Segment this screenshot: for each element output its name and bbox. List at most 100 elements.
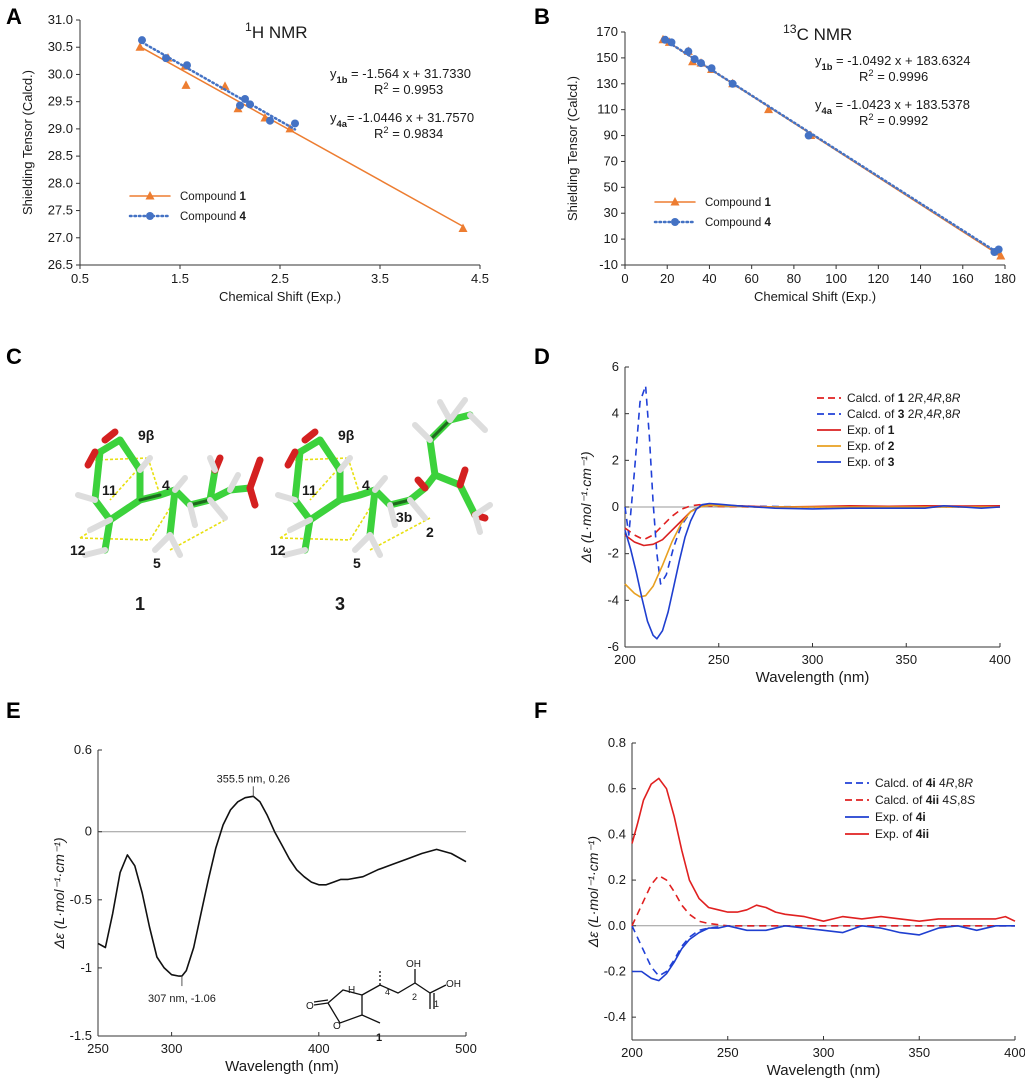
x-axis-label: Chemical Shift (Exp.) (219, 289, 341, 304)
r2-1b: R2 = 0.9996 (859, 68, 928, 84)
legend-label-4: Compound 4 (705, 217, 771, 229)
data-point-4 (684, 47, 693, 56)
x-tick-label: 40 (702, 271, 716, 286)
x-axis-label: Wavelength (nm) (225, 1058, 339, 1075)
chart-e-cd: 250 300 400 500 -1.5 -1 -0.5 0 0.6 Wavelength (nm… (51, 742, 477, 1075)
y-axis-label: Δε (L·mol⁻¹·cm⁻¹) (578, 451, 594, 563)
y-tick-label: -4 (607, 592, 619, 607)
series-line-2 (632, 925, 1015, 982)
fit-line-4 (663, 38, 1000, 255)
x-tick-label: 80 (787, 271, 801, 286)
lactone-ring (327, 989, 363, 1024)
x-tick-label: 250 (87, 1041, 109, 1056)
data-point-1 (285, 123, 295, 133)
x-tick-label: 400 (1004, 1045, 1025, 1060)
x-tick-label: 350 (895, 652, 917, 667)
legend-label-1: Compound 1 (180, 191, 246, 203)
data-point-1 (764, 104, 774, 114)
data-point-1 (996, 250, 1006, 260)
y-tick-label: 0 (612, 499, 619, 514)
label-3-12: 12 (270, 542, 286, 558)
x-tick-label: 500 (455, 1041, 477, 1056)
equation-1b: y1b = -1.0492 x + 183.6324 (815, 53, 970, 72)
y-tick-label: 0.0 (608, 918, 626, 933)
y-tick-label: 6 (612, 359, 619, 374)
x-tick-label: 120 (867, 271, 889, 286)
label-3-2: 2 (426, 524, 434, 540)
label-3-9b: 9β (338, 427, 355, 443)
x-tick-label: 60 (744, 271, 758, 286)
label-3-5: 5 (353, 555, 361, 571)
label-1-4: 4 (162, 477, 170, 493)
panel-label-f: F (534, 698, 548, 723)
label-1-12: 12 (70, 542, 86, 558)
fit-line-1 (139, 45, 464, 228)
y-tick-label: -0.4 (604, 1009, 626, 1024)
x-tick-label: 100 (825, 271, 847, 286)
data-point-4 (690, 55, 699, 64)
legend-label-4: Compound 4 (180, 211, 246, 223)
data-point-1 (220, 81, 230, 90)
y-tick-label: 28.5 (48, 148, 73, 163)
y-axis-label: Shielding Tensor (Calcd.) (565, 76, 580, 221)
chain-bond (361, 984, 381, 996)
acid-oh-bond (429, 984, 447, 994)
data-point-4 (236, 101, 244, 110)
y-tick-label: -0.2 (604, 963, 626, 978)
y-tick-label: 29.5 (48, 94, 73, 109)
chart-title: 1H NMR (245, 20, 308, 42)
atom-h: H (348, 985, 355, 996)
legend-marker-4 (671, 218, 679, 226)
y-tick-label: 70 (604, 153, 618, 168)
data-point-4 (667, 38, 676, 47)
data-point-4 (291, 119, 299, 128)
y-tick-label: -0.5 (70, 892, 92, 907)
y-tick-label: 150 (596, 50, 618, 65)
carbonyl-bond (313, 1002, 329, 1006)
label-1-11: 11 (102, 482, 117, 498)
x-axis-label: Chemical Shift (Exp.) (754, 289, 876, 304)
chart-b-13c-nmr: 0 20 40 60 80 100 120 140 160 180 -10 10 30 50 70 90 110… (565, 22, 1016, 304)
panel-label-c: C (6, 344, 22, 369)
series-line-0 (97, 795, 467, 977)
data-point-4 (661, 35, 670, 44)
y-tick-label: 4 (612, 406, 619, 421)
r2-4a: R2 = 0.9992 (859, 112, 928, 128)
y-tick-label: -10 (599, 257, 618, 272)
legend-marker-1 (145, 191, 155, 200)
y-axis-label: Δε (L·mol⁻¹·cm⁻¹) (51, 837, 67, 949)
atom-oh: OH (406, 959, 421, 970)
data-point-4 (246, 100, 254, 109)
y-tick-label: 0.4 (608, 826, 626, 841)
x-tick-label: 20 (660, 271, 674, 286)
x-tick-label: 2.5 (271, 271, 289, 286)
y-tick-label: 0.2 (608, 872, 626, 887)
y-tick-label: 30 (604, 205, 618, 220)
x-tick-label: 250 (708, 652, 730, 667)
legend-label-0: Calcd. of 1 2R,4R,8R (847, 391, 961, 405)
y-tick-label: 0.6 (74, 742, 92, 757)
x-tick-label: 180 (994, 271, 1016, 286)
r2-4a: R2 = 0.9834 (374, 125, 443, 141)
data-point-4 (266, 116, 274, 125)
y-tick-label: 90 (604, 128, 618, 143)
x-tick-label: 350 (908, 1045, 930, 1060)
data-point-1 (458, 223, 468, 233)
legend-label-2: Exp. of 4i (875, 810, 926, 824)
y-tick-label: 10 (604, 231, 618, 246)
molecule-3-model (275, 397, 493, 558)
x-tick-label: 200 (614, 652, 636, 667)
legend-label-3: Exp. of 2 (847, 439, 895, 453)
y-tick-label: 110 (597, 102, 618, 117)
series-line-3 (624, 504, 1000, 598)
data-point-4 (728, 79, 737, 88)
data-point-4 (994, 245, 1003, 254)
legend-label-0: Calcd. of 4i 4R,8R (875, 776, 973, 790)
y-tick-label: 30.5 (48, 39, 73, 54)
equation-4a: y4a = -1.0423 x + 183.5378 (815, 97, 970, 116)
x-tick-label: 300 (813, 1045, 835, 1060)
y-tick-label: 26.5 (48, 257, 73, 272)
x-axis-label: Wavelength (nm) (767, 1062, 881, 1078)
data-point-4 (804, 131, 813, 140)
y-tick-label: 27.5 (48, 203, 73, 218)
